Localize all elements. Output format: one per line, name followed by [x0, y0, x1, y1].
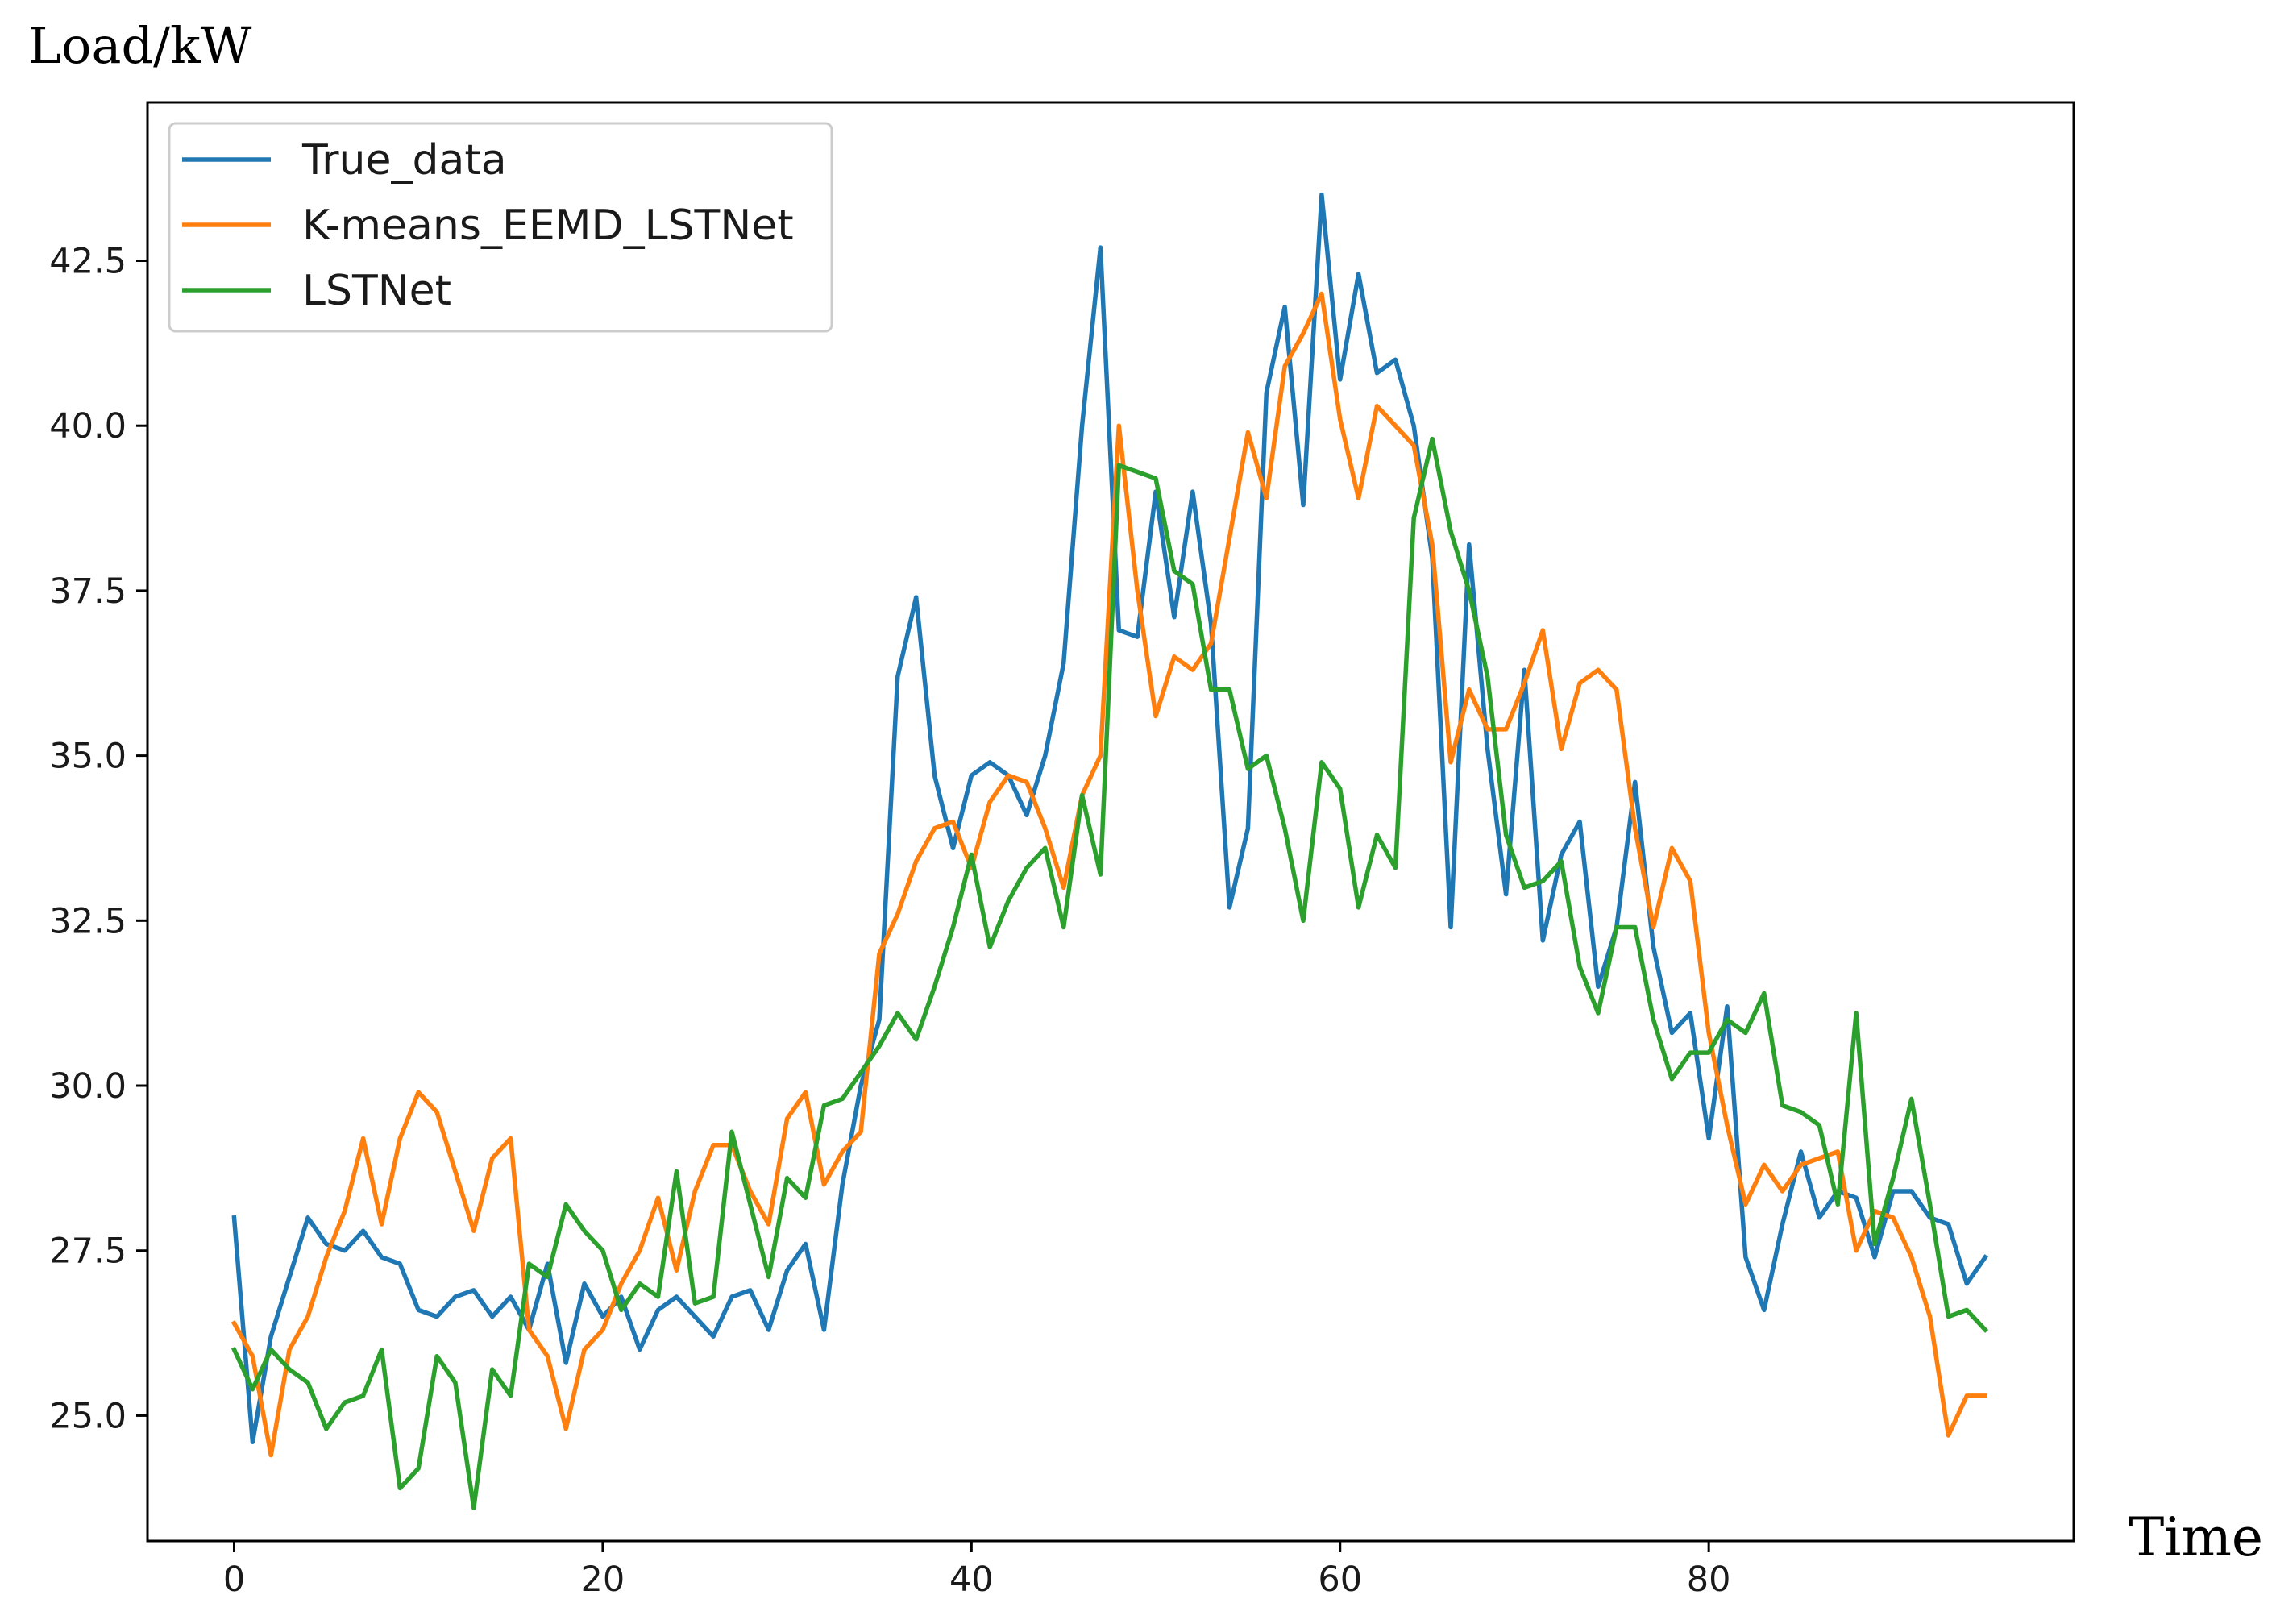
x-tick-label: 60 — [1318, 1560, 1362, 1600]
y-axis-label: Load/kW — [28, 16, 252, 75]
legend-label-1: K-means_EEMD_LSTNet — [302, 201, 794, 250]
legend-label-2: LSTNet — [302, 267, 451, 315]
legend: True_data K-means_EEMD_LSTNet LSTNet — [168, 122, 833, 333]
y-tick-label: 25.0 — [49, 1396, 127, 1436]
legend-box — [168, 122, 833, 333]
legend-label-0: True_data — [301, 136, 507, 185]
plot-frame — [146, 101, 2075, 1543]
x-tick-label: 0 — [223, 1560, 245, 1600]
x-tick-label: 80 — [1687, 1560, 1731, 1600]
x-tick-label: 40 — [949, 1560, 994, 1600]
series-line-0 — [231, 192, 1989, 1444]
y-tick-label: 27.5 — [49, 1231, 127, 1272]
axis-ticks: 0 20 40 60 80 25.0 27.5 30.0 32.5 35.0 37.5 40.0 42.… — [49, 242, 1730, 1600]
series-line-2 — [231, 436, 1989, 1510]
y-tick-label: 37.5 — [49, 571, 127, 612]
y-tick-label: 35.0 — [49, 737, 127, 777]
y-tick-label: 42.5 — [49, 242, 127, 282]
plot-lines — [231, 192, 1989, 1510]
y-tick-label: 30.0 — [49, 1066, 127, 1107]
y-tick-label: 32.5 — [49, 901, 127, 941]
x-axis-label: Time — [2129, 1506, 2263, 1568]
x-tick-label: 20 — [581, 1560, 625, 1600]
y-tick-label: 40.0 — [49, 406, 127, 446]
